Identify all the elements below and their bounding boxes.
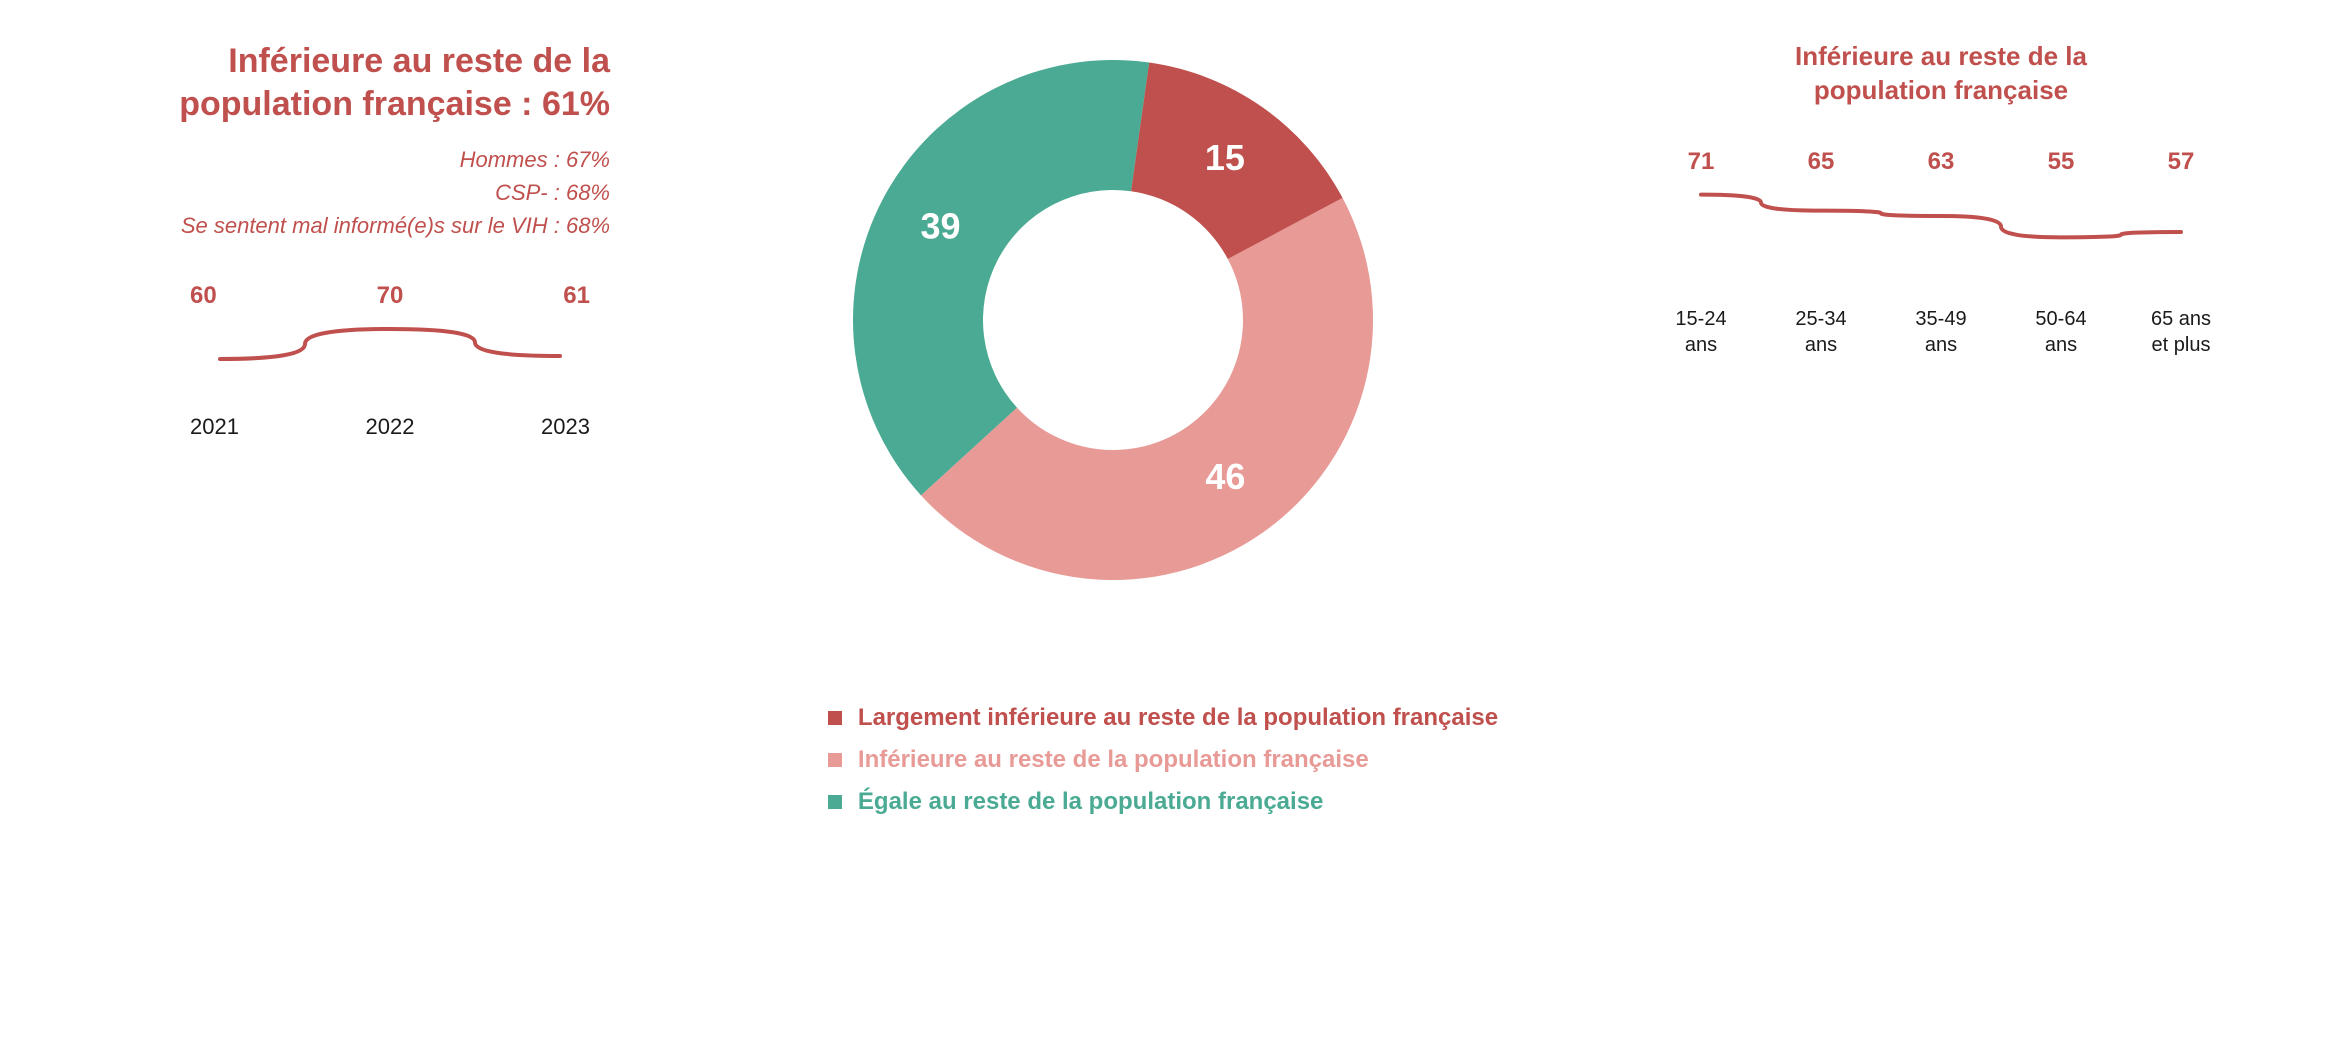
left-title: Inférieure au reste de la population fra… (60, 40, 610, 125)
legend-item-0: Largement inférieure au reste de la popu… (828, 704, 1498, 732)
donut-chart: 46 39 15 (833, 40, 1393, 600)
age-val-1: 65 (1761, 148, 1881, 176)
trend-val-1: 70 (377, 282, 404, 310)
age-val-2: 63 (1881, 148, 2001, 176)
age-val-0: 71 (1641, 148, 1761, 176)
trend-year-labels: 2021 2022 2023 (190, 414, 590, 440)
legend-item-1: Inférieure au reste de la population fra… (828, 746, 1498, 774)
age-values: 71 65 63 55 57 (1641, 148, 2241, 176)
age-cat-1: 25-34ans (1761, 306, 1881, 358)
legend: Largement inférieure au reste de la popu… (828, 690, 1498, 830)
right-title: Inférieure au reste de la population fra… (1616, 40, 2266, 108)
left-title-line2: population française : 61% (179, 85, 610, 123)
age-cat-2: 35-49ans (1881, 306, 2001, 358)
donut-panel: 46 39 15 (793, 40, 1433, 600)
svg-text:15: 15 (1205, 137, 1245, 178)
age-chart: 71 65 63 55 57 15-24ans 25-34ans 35-49an… (1641, 148, 2241, 358)
svg-text:46: 46 (1205, 456, 1245, 497)
age-cat-0: 15-24ans (1641, 306, 1761, 358)
age-category-labels: 15-24ans 25-34ans 35-49ans 50-64ans 65 a… (1641, 306, 2241, 358)
left-title-line1: Inférieure au reste de la (228, 42, 610, 80)
legend-label-1: Inférieure au reste de la population fra… (858, 746, 1369, 774)
trend-values: 60 70 61 (190, 282, 590, 310)
trend-year-1: 2022 (366, 414, 415, 440)
age-val-3: 55 (2001, 148, 2121, 176)
legend-box-0 (828, 711, 842, 725)
svg-text:39: 39 (920, 206, 960, 247)
legend-label-2: Égale au reste de la population français… (858, 788, 1323, 816)
trend-chart: 60 70 61 2021 2022 2023 (190, 282, 590, 440)
left-sub1: Hommes : 67% (460, 147, 610, 172)
trend-year-2: 2023 (541, 414, 590, 440)
legend-box-2 (828, 795, 842, 809)
age-cat-3: 50-64ans (2001, 306, 2121, 358)
legend-label-0: Largement inférieure au reste de la popu… (858, 704, 1498, 732)
left-sub3: Se sentent mal informé(e)s sur le VIH : … (181, 213, 610, 238)
top-row: Inférieure au reste de la population fra… (60, 40, 2266, 600)
left-sub2: CSP- : 68% (495, 180, 610, 205)
trend-val-2: 61 (563, 282, 590, 310)
left-subtitle: Hommes : 67% CSP- : 68% Se sentent mal i… (60, 143, 610, 242)
age-val-4: 57 (2121, 148, 2241, 176)
legend-box-1 (828, 753, 842, 767)
trend-val-0: 60 (190, 282, 217, 310)
trend-line-svg (190, 314, 590, 374)
age-line-svg (1641, 176, 2241, 256)
right-panel: Inférieure au reste de la population fra… (1616, 40, 2266, 358)
chart-container: Inférieure au reste de la population fra… (60, 40, 2266, 830)
legend-item-2: Égale au reste de la population français… (828, 788, 1498, 816)
left-panel: Inférieure au reste de la population fra… (60, 40, 610, 440)
right-title-line1: Inférieure au reste de la (1795, 41, 2087, 71)
right-title-line2: population française (1814, 75, 2068, 105)
age-cat-4: 65 anset plus (2121, 306, 2241, 358)
trend-year-0: 2021 (190, 414, 239, 440)
